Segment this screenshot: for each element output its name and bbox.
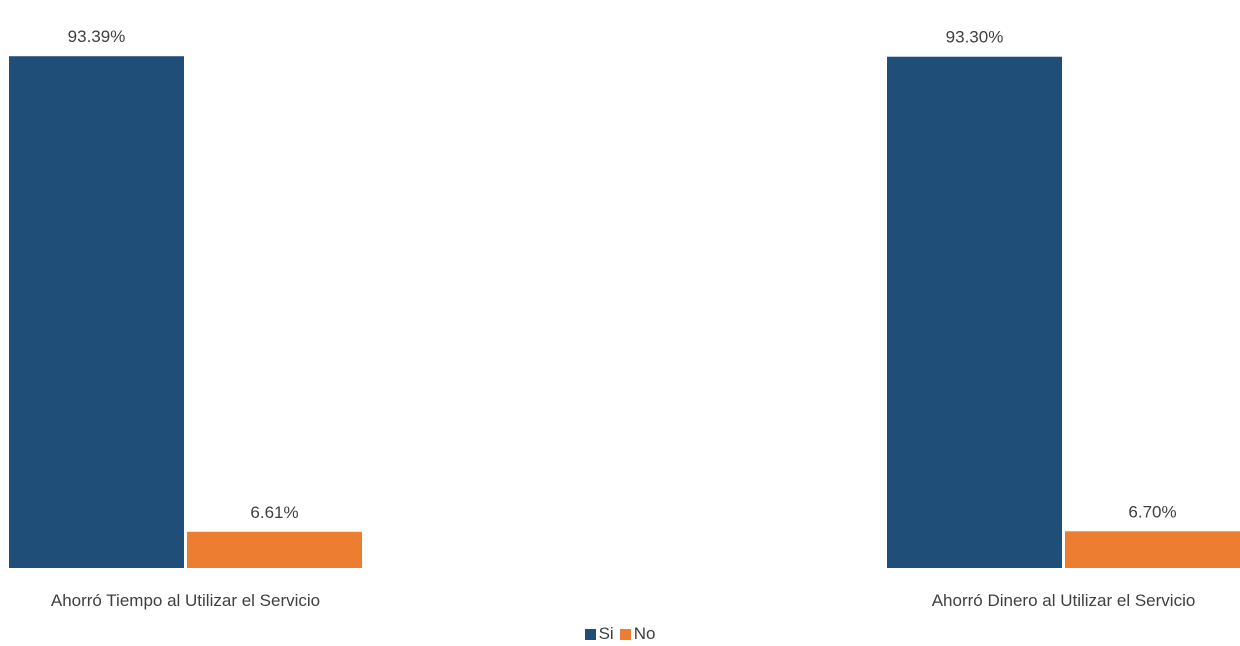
legend-label-si: Si (598, 624, 614, 643)
bar-si-1 (887, 56, 1062, 568)
data-labels-group: 93.39% 6.61% 93.30% 6.70% (68, 27, 1177, 522)
category-labels-group: Ahorró Tiempo al Utilizar el Servicio Aho… (51, 591, 1195, 610)
legend-item-si: Si (584, 624, 614, 644)
data-label-si-1: 93.30% (946, 28, 1004, 47)
bars-group (9, 56, 1240, 568)
category-label-0: Ahorró Tiempo al Utilizar el Servicio (51, 591, 320, 610)
bar-no-1 (1065, 531, 1240, 568)
legend-label-no: No (633, 624, 656, 643)
data-label-si-0: 93.39% (68, 27, 126, 46)
legend-swatch-si (584, 628, 596, 640)
legend: Si No (0, 624, 1240, 644)
data-label-no-0: 6.61% (250, 503, 298, 522)
bar-no-0 (187, 531, 362, 568)
legend-swatch-no (619, 628, 631, 640)
bar-si-0 (9, 56, 184, 568)
category-label-1: Ahorró Dinero al Utilizar el Servicio (932, 591, 1196, 610)
legend-item-no: No (619, 624, 656, 644)
data-label-no-1: 6.70% (1128, 502, 1176, 521)
